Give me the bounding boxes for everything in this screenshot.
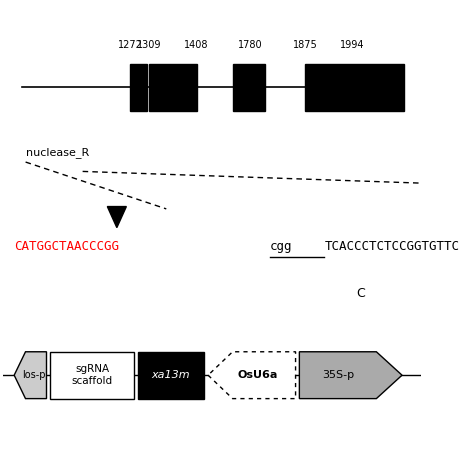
- Text: nuclease_R: nuclease_R: [26, 147, 89, 158]
- Text: 35S-p: 35S-p: [322, 370, 354, 380]
- Bar: [149, 64, 197, 110]
- Text: 1780: 1780: [237, 40, 262, 50]
- Text: 1994: 1994: [340, 40, 365, 50]
- Text: cgg: cgg: [270, 240, 292, 253]
- Polygon shape: [14, 352, 46, 399]
- Text: 1408: 1408: [184, 40, 209, 50]
- Bar: [138, 352, 204, 399]
- Text: xa13m: xa13m: [152, 370, 191, 380]
- Bar: [50, 352, 134, 399]
- Polygon shape: [300, 352, 402, 399]
- Bar: [130, 64, 147, 110]
- Text: OsU6a: OsU6a: [237, 370, 278, 380]
- Bar: [305, 64, 404, 110]
- Bar: [233, 64, 265, 110]
- Text: C: C: [356, 287, 365, 300]
- Text: los-p: los-p: [22, 370, 46, 380]
- Text: CATGGCTAACCCGG: CATGGCTAACCCGG: [14, 240, 119, 253]
- Text: sgRNA
scaffold: sgRNA scaffold: [72, 365, 113, 386]
- Text: 1875: 1875: [293, 40, 318, 50]
- Text: 1309: 1309: [137, 40, 162, 50]
- Polygon shape: [208, 352, 296, 399]
- Polygon shape: [107, 207, 127, 228]
- Text: 1272: 1272: [118, 40, 143, 50]
- Text: TCACCCTCTCCGGTGTTC: TCACCCTCTCCGGTGTTC: [325, 240, 459, 253]
